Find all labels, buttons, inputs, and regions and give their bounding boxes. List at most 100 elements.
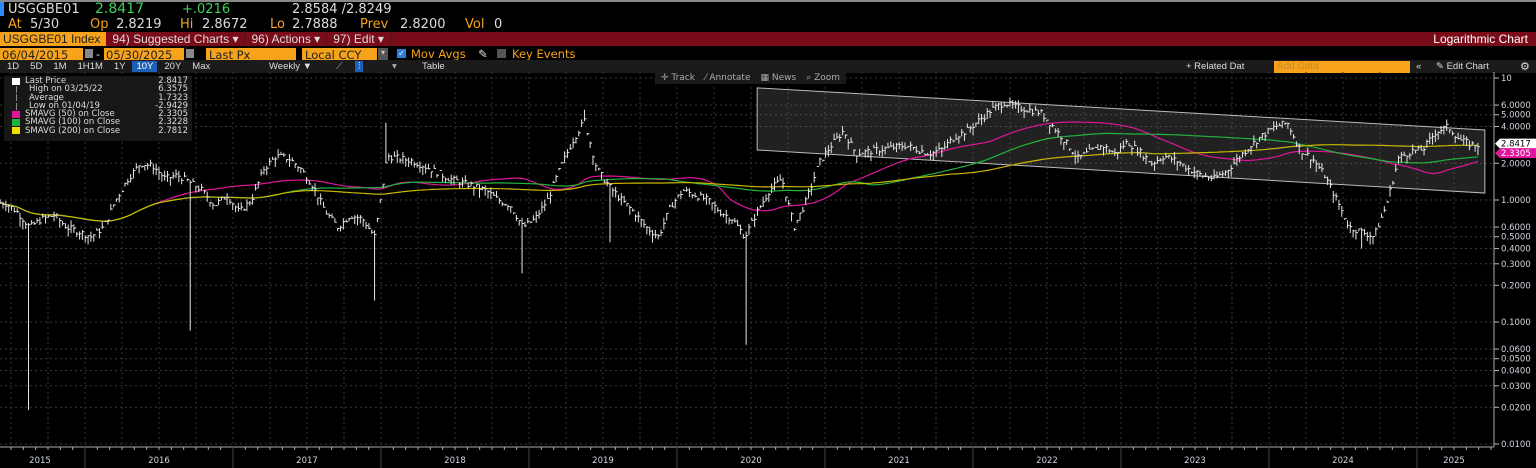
calendar-icon[interactable] <box>186 49 194 58</box>
trend-channel <box>756 87 1486 194</box>
security-field[interactable]: USGGBE01 Index <box>0 32 107 46</box>
currency-select[interactable]: Local CCY <box>302 47 377 62</box>
date-separator: - <box>96 46 101 61</box>
x-tick-label: 2021 <box>888 456 910 466</box>
calendar-icon[interactable] <box>85 49 93 58</box>
volume-label: Vol <box>465 16 485 32</box>
low-value: 2.7888 <box>292 16 338 32</box>
edit-chart-button[interactable]: ✎ Edit Chart <box>1436 61 1489 72</box>
period-5d[interactable]: 5D <box>30 61 43 72</box>
at-label: At <box>8 16 22 32</box>
prev-label: Prev <box>360 16 389 32</box>
y-tick-label: 1.0000 <box>1501 196 1531 206</box>
price-chart[interactable]: 106.00005.00004.00002.00001.00000.60000.… <box>0 72 1536 468</box>
ticker-marker <box>0 2 4 16</box>
actions-menu[interactable]: 96) Actions ▾ <box>245 32 328 46</box>
high-value: 2.8672 <box>202 16 248 32</box>
ohlc-line: At 5/30 Op 2.8219 Hi 2.8672 Lo 2.7888 Pr… <box>0 16 1536 32</box>
y-tick-label: 0.0400 <box>1501 367 1531 377</box>
period-20y[interactable]: 20Y <box>164 61 182 72</box>
key-events-label[interactable]: Key Events <box>512 46 576 61</box>
collapse-button[interactable]: « <box>1416 61 1422 72</box>
y-tick-label: 0.0500 <box>1501 355 1531 365</box>
y-tick-label: 4.0000 <box>1501 123 1531 133</box>
y-tick-label: 10 <box>1501 74 1512 84</box>
bid-ask: 2.8584 /2.8249 <box>292 1 392 17</box>
open-label: Op <box>90 16 109 32</box>
y-tick-label: 0.1000 <box>1501 318 1531 328</box>
price-tag <box>1495 148 1536 159</box>
ticker: USGGBE01 <box>8 1 80 17</box>
chevron-down-icon[interactable]: ▾ <box>392 61 397 72</box>
tool-news[interactable]: ▦ News <box>760 73 797 83</box>
bar-chart-icon[interactable]: ⫶ <box>355 61 364 72</box>
legend-swatch <box>16 85 17 93</box>
y-tick-label: 0.0600 <box>1501 345 1531 355</box>
suggested-charts-menu[interactable]: 94) Suggested Charts ▾ <box>106 32 246 46</box>
end-date-input[interactable]: 05/30/2025 <box>104 47 184 62</box>
legend-name: Average <box>29 92 64 103</box>
mov-avgs-label[interactable]: Mov Avgs <box>411 46 466 61</box>
period-1y[interactable]: 1Y <box>113 61 126 72</box>
y-tick-label: 0.5000 <box>1501 233 1531 243</box>
legend-value: -2.9429 <box>155 100 188 111</box>
chart-tools: ✛ Track ⁄ Annotate ▦ News ⌕ Zoom <box>655 72 847 84</box>
related-data-button[interactable]: + Related Dat <box>1186 61 1245 72</box>
legend-value: 2.3228 <box>158 117 188 128</box>
chart-legend: Last Price 2.8417 High on 03/25/22 6.3575 Av… <box>4 76 192 141</box>
line-chart-icon[interactable]: ⟋ <box>336 61 343 72</box>
period-1h1m[interactable]: 1H1M <box>77 61 103 72</box>
sma-200-line <box>0 144 1478 222</box>
add-data-input[interactable]: Add Data <box>1274 60 1410 73</box>
tool-zoom[interactable]: ⌕ Zoom <box>806 73 841 83</box>
legend-name: Last Price <box>25 76 67 86</box>
field-select[interactable]: Last Px <box>206 47 296 62</box>
x-tick-label: 2019 <box>592 456 614 466</box>
price-change: +.0216 <box>182 1 231 17</box>
legend-item: SMAVG (50) on Close 2.3305 <box>4 110 192 119</box>
pencil-icon[interactable]: ✎ <box>478 46 488 61</box>
price-tag-label: 2.3305 <box>1501 149 1531 159</box>
legend-swatch <box>12 127 20 135</box>
y-tick-label: 0.0200 <box>1501 403 1531 413</box>
last-price: 2.8417 <box>95 1 144 17</box>
open-value: 2.8219 <box>116 16 162 32</box>
frequency-select[interactable]: Weekly ▼ <box>269 61 313 72</box>
y-tick-label: 0.6000 <box>1501 223 1531 233</box>
legend-value: 2.8417 <box>158 76 188 86</box>
controls-row: 06/04/2015 - 05/30/2025 Last Px Local CC… <box>0 46 1536 62</box>
tool-annotate[interactable]: ⁄ Annotate <box>704 73 751 83</box>
y-tick-label: 0.4000 <box>1501 245 1531 255</box>
legend-item: High on 03/25/22 6.3575 <box>4 84 192 95</box>
table-button[interactable]: Table <box>422 61 445 72</box>
legend-swatch <box>16 102 17 110</box>
mov-avgs-checkbox[interactable]: ✓ <box>397 49 406 58</box>
chevron-down-icon[interactable]: ▾ <box>378 47 388 60</box>
start-date-input[interactable]: 06/04/2015 <box>0 47 83 62</box>
x-tick-label: 2017 <box>296 456 318 466</box>
x-tick-label: 2015 <box>29 456 51 466</box>
key-events-checkbox[interactable] <box>497 49 506 58</box>
x-tick-label: 2024 <box>1332 456 1354 466</box>
price-tag-label: 2.8417 <box>1501 140 1531 150</box>
legend-name: SMAVG (200) on Close <box>25 125 121 136</box>
legend-name: Low on 01/04/19 <box>29 100 100 111</box>
period-max[interactable]: Max <box>192 61 211 72</box>
x-tick-label: 2023 <box>1184 456 1206 466</box>
price-tag <box>1495 138 1536 149</box>
volume-value: 0 <box>494 16 503 32</box>
legend-item: Average 1.7323 <box>4 92 192 103</box>
x-tick-label: 2025 <box>1443 456 1465 466</box>
tool-track[interactable]: ✛ Track <box>661 73 695 83</box>
gear-icon[interactable]: ⚙ <box>1520 61 1530 73</box>
period-10y[interactable]: 10Y <box>132 61 158 72</box>
y-tick-label: 2.0000 <box>1501 159 1531 169</box>
prev-value: 2.8200 <box>400 16 446 32</box>
period-1d[interactable]: 1D <box>7 61 20 72</box>
legend-value: 1.7323 <box>158 92 188 103</box>
edit-menu[interactable]: 97) Edit ▾ <box>327 32 391 46</box>
legend-name: High on 03/25/22 <box>29 84 103 95</box>
legend-swatch <box>16 94 17 102</box>
period-1m[interactable]: 1M <box>53 61 67 72</box>
legend-swatch <box>12 119 20 127</box>
